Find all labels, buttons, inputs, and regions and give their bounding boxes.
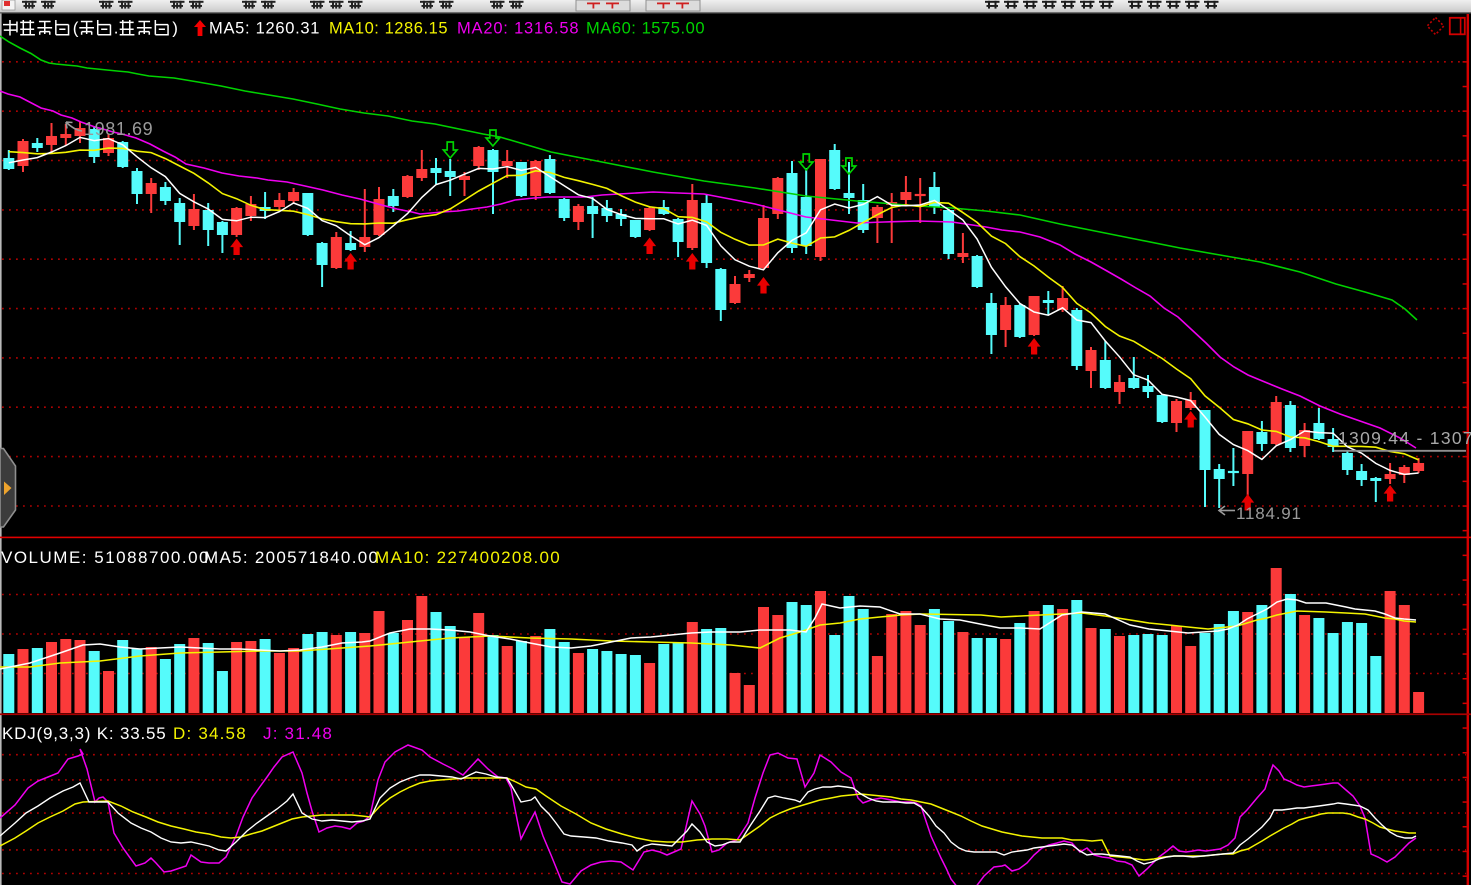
svg-text:1981.69: 1981.69 [84, 119, 153, 139]
svg-text:(: ( [73, 19, 79, 38]
svg-text:D: 34.58: D: 34.58 [173, 724, 247, 743]
svg-text:MA5: 1260.31: MA5: 1260.31 [209, 20, 320, 38]
svg-text:VOLUME: 51088700.00: VOLUME: 51088700.00 [1, 548, 210, 567]
svg-text:MA10: 1286.15: MA10: 1286.15 [329, 20, 448, 38]
svg-text:): ) [172, 19, 178, 38]
svg-text:1184.91: 1184.91 [1236, 504, 1302, 523]
svg-text:MA20: 1316.58: MA20: 1316.58 [457, 20, 579, 38]
svg-text:MA60: 1575.00: MA60: 1575.00 [586, 20, 705, 38]
svg-text:MA10: 227400208.00: MA10: 227400208.00 [375, 548, 561, 567]
svg-text:.: . [114, 19, 119, 38]
svg-text:KDJ(9,3,3) K: 33.55: KDJ(9,3,3) K: 33.55 [2, 724, 167, 743]
svg-text:J: 31.48: J: 31.48 [263, 724, 333, 743]
svg-text:1309.44 - 1307.: 1309.44 - 1307. [1338, 428, 1471, 448]
svg-text:MA5: 200571840.00: MA5: 200571840.00 [204, 548, 379, 567]
